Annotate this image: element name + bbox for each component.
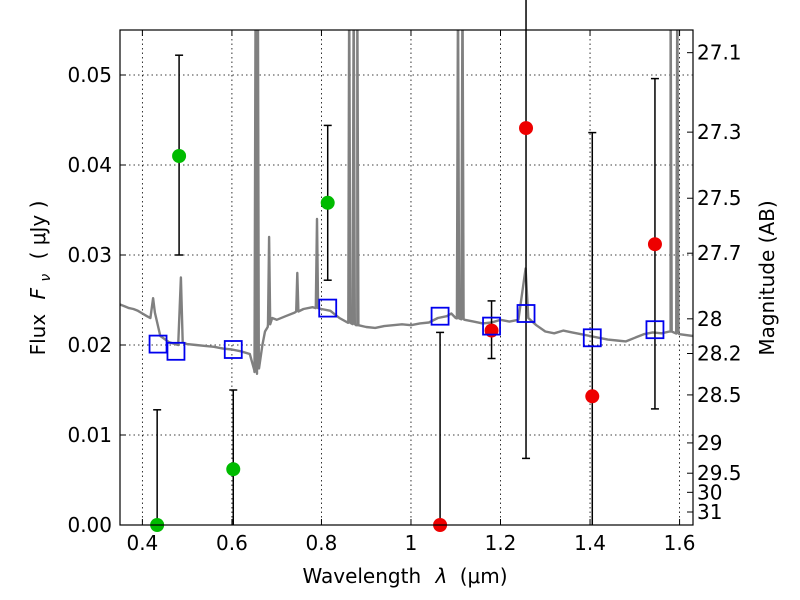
y-axis-symbol: F xyxy=(26,287,50,299)
green-detections-point xyxy=(226,462,241,477)
spectrum-line xyxy=(120,30,693,375)
model-photometry-square xyxy=(582,328,602,348)
y2-axis-title: Magnitude (AB) xyxy=(755,200,779,355)
red-detections-point xyxy=(585,389,600,404)
model-spectrum xyxy=(120,30,693,375)
model-photometry-square xyxy=(516,304,536,323)
mag-tick-label: 30 xyxy=(697,480,722,504)
x-axis-unit: (μm) xyxy=(460,564,508,588)
mag-tick-label: 27.3 xyxy=(697,120,742,144)
grid xyxy=(120,30,693,526)
axis-ticks: 0.4 0.6 0.8 1 1.2 1.4 1.6 0.00 0.01 0.02 0.03 0.04 0… xyxy=(67,30,742,555)
mag-tick-label: 31 xyxy=(697,500,722,524)
mag-tick-label: 28 xyxy=(697,307,722,331)
y-axis-title: Flux F ν ( μJy ) xyxy=(26,201,55,356)
data-points xyxy=(148,0,665,532)
x-axis-symbol: λ xyxy=(435,564,448,588)
mag-tick-label: 29 xyxy=(697,431,722,455)
model-photometry-square xyxy=(430,306,450,326)
mag-tick-label: 27.5 xyxy=(697,186,742,210)
plot-border xyxy=(119,29,694,526)
x-tick-label: 1.2 xyxy=(485,531,517,555)
model-photometry-square xyxy=(148,334,168,354)
x-axis-title: Wavelength λ (μm) xyxy=(302,564,507,588)
y-tick-label: 0.00 xyxy=(67,513,112,537)
plot-frame xyxy=(119,29,694,526)
y-axis-unit: ( μJy ) xyxy=(26,201,50,260)
y-tick-label: 0.02 xyxy=(67,333,112,357)
model-photometry-square xyxy=(645,320,665,340)
red-detections-point xyxy=(647,237,662,252)
y-tick-label: 0.04 xyxy=(67,153,112,177)
y-tick-label: 0.01 xyxy=(67,423,112,447)
model-photometry-square xyxy=(318,298,338,318)
green-detections-point xyxy=(320,195,335,210)
mag-tick-label: 28.5 xyxy=(697,383,742,407)
y-tick-label: 0.05 xyxy=(67,63,112,87)
model-photometry-square xyxy=(166,341,186,361)
model-photometry-square xyxy=(223,340,243,359)
x-tick-label: 1.4 xyxy=(574,531,606,555)
y-axis-label: Flux xyxy=(26,314,50,356)
model-photometry-square xyxy=(482,316,501,336)
y-axis-subscript: ν xyxy=(38,274,54,282)
x-tick-label: 0.8 xyxy=(306,531,338,555)
x-tick-label: 0.6 xyxy=(216,531,248,555)
mag-tick-label: 27.1 xyxy=(697,41,742,65)
mag-tick-label: 28.2 xyxy=(697,342,742,366)
mag-tick-label: 27.7 xyxy=(697,241,742,265)
mag-tick-label: 29.5 xyxy=(697,461,742,485)
x-tick-label: 1 xyxy=(405,531,418,555)
y-tick-label: 0.03 xyxy=(67,243,112,267)
green-detections-point xyxy=(172,149,187,163)
x-tick-label: 0.4 xyxy=(126,531,158,555)
red-detections-point xyxy=(519,121,534,136)
x-axis-label: Wavelength xyxy=(302,564,421,588)
x-tick-label: 1.6 xyxy=(664,531,696,555)
